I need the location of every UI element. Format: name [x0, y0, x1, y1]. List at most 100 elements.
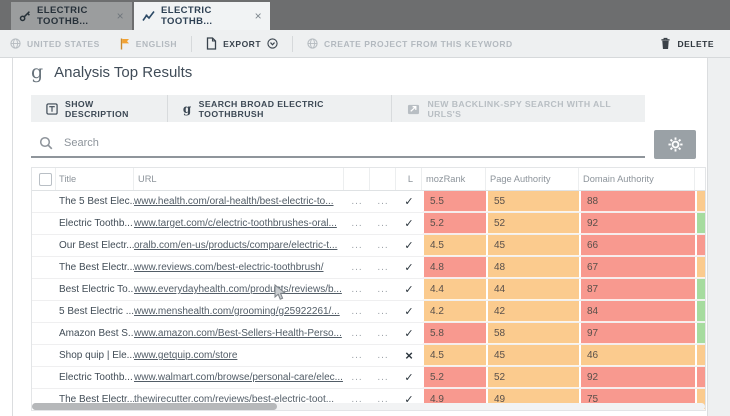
- export-label: EXPORT: [223, 38, 262, 49]
- truncated-cell: ...: [351, 394, 363, 405]
- result-url-cell: www.target.com/c/electric-toothbrushes-o…: [134, 213, 344, 234]
- delete-label: DELETE: [677, 38, 714, 49]
- header-url[interactable]: URL: [134, 168, 344, 190]
- truncated-cell: ...: [351, 328, 363, 339]
- header-extra-2[interactable]: [370, 168, 396, 190]
- tab-keyword-1[interactable]: ELECTRIC TOOTHB... ×: [11, 2, 132, 30]
- tab-label: ELECTRIC TOOTHB...: [161, 5, 213, 27]
- result-url-link[interactable]: www.everydayhealth.com/products/reviews/…: [134, 284, 342, 295]
- listed-mark: ✓: [404, 196, 414, 208]
- page-authority-value: 52: [486, 367, 579, 388]
- header-clipped-column: [695, 168, 705, 190]
- chevron-down-circle-icon: [267, 38, 278, 49]
- row-check-cell: [32, 301, 56, 322]
- search-icon: [39, 136, 53, 150]
- page-title: Analysis Top Results: [54, 64, 193, 81]
- header-title[interactable]: Title: [56, 168, 134, 190]
- result-title: Best Electric To...: [59, 284, 134, 295]
- analysis-chart-icon: [142, 10, 155, 22]
- row-check-cell: [32, 279, 56, 300]
- listed-mark: ✓: [404, 262, 414, 274]
- flag-icon: [120, 38, 130, 50]
- table-row[interactable]: 5 Best Electric ... www.menshealth.com/g…: [32, 301, 705, 323]
- close-icon[interactable]: ×: [254, 9, 262, 23]
- result-url-cell: www.walmart.com/browse/personal-care/ele…: [134, 367, 344, 388]
- backlink-spy-button[interactable]: NEW BACKLINK-SPY SEARCH WITH ALL URLS'S: [391, 95, 645, 122]
- table-header-row: Title URL L mozRank Page Authority Domai…: [32, 168, 705, 191]
- result-url-cell: www.menshealth.com/grooming/g25922261/..…: [134, 301, 344, 322]
- truncated-cell: ...: [377, 262, 389, 273]
- result-url-link[interactable]: www.amazon.com/Best-Sellers-Health-Perso…: [134, 328, 342, 339]
- result-url-link[interactable]: www.target.com/c/electric-toothbrushes-o…: [134, 218, 337, 229]
- result-title: Electric Toothb...: [59, 372, 133, 383]
- result-url-link[interactable]: thewirecutter.com/reviews/best-electric-…: [134, 394, 335, 405]
- page-authority-value: 45: [486, 235, 579, 256]
- backlink-spy-icon: [407, 103, 420, 115]
- delete-button[interactable]: DELETE: [650, 30, 724, 57]
- result-title: Electric Toothb...: [59, 218, 133, 229]
- result-url-link[interactable]: www.health.com/oral-health/best-electric…: [134, 196, 334, 207]
- tab-keyword-2[interactable]: ELECTRIC TOOTHB... ×: [134, 2, 270, 30]
- result-title: The Best Electr...: [59, 262, 134, 273]
- clipped-metric-cell: [695, 301, 705, 322]
- result-url-cell: thewirecutter.com/reviews/best-electric-…: [134, 389, 344, 410]
- horizontal-scrollbar: [32, 403, 705, 410]
- country-button[interactable]: UNITED STATES: [0, 30, 110, 57]
- header-listed[interactable]: L: [396, 168, 422, 190]
- result-url-cell: www.amazon.com/Best-Sellers-Health-Perso…: [134, 323, 344, 344]
- result-url-link[interactable]: www.getquip.com/store: [134, 350, 238, 361]
- clipped-metric-cell: [695, 323, 705, 344]
- header-page-authority[interactable]: Page Authority: [486, 168, 579, 190]
- search-input[interactable]: [62, 136, 637, 150]
- domain-authority-value: 87: [579, 279, 695, 300]
- close-icon[interactable]: ×: [116, 9, 124, 23]
- result-url-cell: www.everydayhealth.com/products/reviews/…: [134, 279, 344, 300]
- horizontal-scrollbar-thumb[interactable]: [32, 403, 277, 410]
- table-row[interactable]: Shop quip | Ele... www.getquip.com/store…: [32, 345, 705, 367]
- table-row[interactable]: Amazon Best S... www.amazon.com/Best-Sel…: [32, 323, 705, 345]
- truncated-cell: ...: [377, 196, 389, 207]
- toolbar: UNITED STATES ENGLISH EXPORT CREATE PROJ…: [0, 30, 730, 58]
- result-url-cell: www.health.com/oral-health/best-electric…: [134, 191, 344, 212]
- table-row[interactable]: The Best Electr... www.reviews.com/best-…: [32, 257, 705, 279]
- page-authority-value: 45: [486, 345, 579, 366]
- page-authority-value: 55: [486, 191, 579, 212]
- result-url-link[interactable]: www.menshealth.com/grooming/g25922261/..…: [134, 306, 340, 317]
- table-body: The 5 Best Elec... www.health.com/oral-h…: [32, 191, 705, 410]
- table-row[interactable]: Electric Toothb... www.target.com/c/elec…: [32, 213, 705, 235]
- result-url-link[interactable]: oralb.com/en-us/products/compare/electri…: [134, 240, 338, 251]
- backlink-spy-label: NEW BACKLINK-SPY SEARCH WITH ALL URLS'S: [427, 98, 611, 119]
- show-description-button[interactable]: SHOW DESCRIPTION: [31, 95, 167, 122]
- truncated-cell: ...: [351, 350, 363, 361]
- table-row[interactable]: Electric Toothb... www.walmart.com/brows…: [32, 367, 705, 389]
- tab-label: ELECTRIC TOOTHB...: [37, 5, 89, 27]
- search-broad-button[interactable]: g SEARCH BROAD ELECTRIC TOOTHBRUSH: [166, 95, 392, 122]
- clipped-metric-cell: [695, 257, 705, 278]
- truncated-cell: ...: [377, 240, 389, 251]
- listed-mark: ✓: [404, 328, 414, 340]
- result-url-link[interactable]: www.reviews.com/best-electric-toothbrush…: [134, 262, 324, 273]
- export-button[interactable]: EXPORT: [196, 30, 288, 57]
- google-g-icon: g: [31, 61, 44, 83]
- results-table: Title URL L mozRank Page Authority Domai…: [31, 167, 706, 411]
- language-button[interactable]: ENGLISH: [110, 30, 187, 57]
- select-all-cell: [32, 168, 56, 190]
- truncated-cell: ...: [377, 350, 389, 361]
- table-row[interactable]: The 5 Best Elec... www.health.com/oral-h…: [32, 191, 705, 213]
- header-mozrank[interactable]: mozRank: [422, 168, 486, 190]
- table-settings-button[interactable]: [654, 130, 696, 159]
- select-all-checkbox[interactable]: [39, 172, 52, 186]
- header-domain-authority[interactable]: Domain Authority: [579, 168, 695, 190]
- action-button-bar: SHOW DESCRIPTION g SEARCH BROAD ELECTRIC…: [31, 95, 645, 122]
- header-extra-1[interactable]: [344, 168, 370, 190]
- mozrank-value: 4.2: [422, 301, 486, 322]
- create-project-button[interactable]: CREATE PROJECT FROM THIS KEYWORD: [297, 30, 523, 57]
- domain-authority-value: 97: [579, 323, 695, 344]
- table-row[interactable]: Best Electric To... www.everydayhealth.c…: [32, 279, 705, 301]
- result-url-link[interactable]: www.walmart.com/browse/personal-care/ele…: [134, 372, 343, 383]
- result-title: The Best Electr...: [59, 394, 134, 405]
- left-pane-divider: [12, 58, 13, 416]
- result-title: Shop quip | Ele...: [59, 350, 134, 361]
- listed-mark: ✓: [404, 306, 414, 318]
- table-row[interactable]: Our Best Electr... oralb.com/en-us/produ…: [32, 235, 705, 257]
